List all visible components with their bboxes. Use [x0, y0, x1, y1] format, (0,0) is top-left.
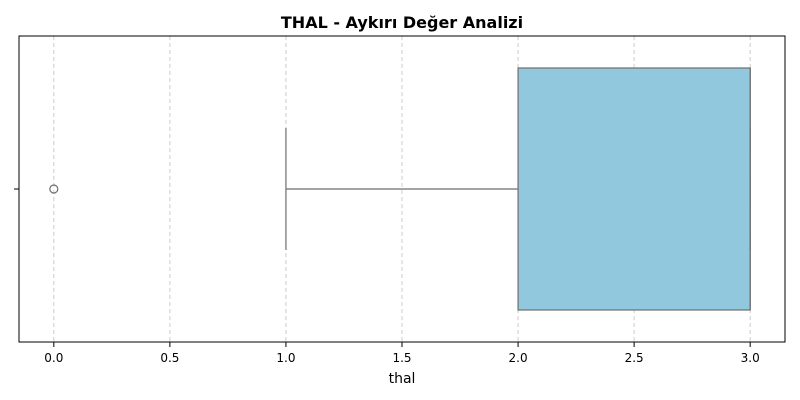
x-axis-label: thal [389, 371, 416, 387]
outlier-point [49, 184, 59, 194]
iqr-box [517, 67, 751, 311]
chart-title: THAL - Aykırı Değer Analizi [281, 13, 523, 32]
x-axis-ticks: 0.0 0.5 1.0 1.5 2.0 2.5 3.0 [44, 342, 760, 365]
boxplot-series [49, 67, 751, 311]
x-tick-label: 2.0 [509, 351, 528, 365]
x-tick-label: 0.5 [160, 351, 179, 365]
x-tick-label: 1.5 [392, 351, 411, 365]
x-tick-label: 1.0 [276, 351, 295, 365]
x-tick-label: 0.0 [44, 351, 63, 365]
x-tick-label: 2.5 [625, 351, 644, 365]
x-tick-label: 3.0 [741, 351, 760, 365]
